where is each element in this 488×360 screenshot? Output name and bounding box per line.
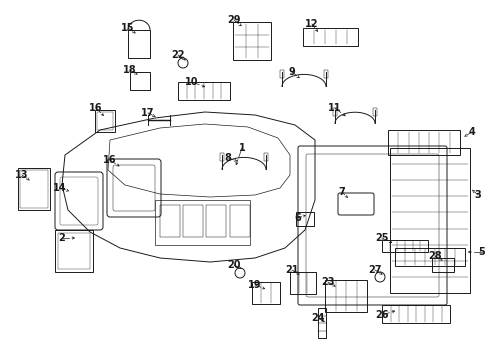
Bar bbox=[229, 205, 249, 237]
Text: 27: 27 bbox=[367, 265, 381, 275]
Text: 24: 24 bbox=[311, 313, 324, 323]
Text: 26: 26 bbox=[374, 310, 388, 320]
Bar bbox=[325, 280, 366, 312]
Bar bbox=[381, 305, 449, 323]
Text: 20: 20 bbox=[227, 260, 240, 270]
Text: 14: 14 bbox=[53, 183, 67, 193]
Text: 4: 4 bbox=[468, 127, 474, 137]
Bar bbox=[251, 282, 280, 304]
Bar bbox=[220, 153, 224, 161]
Bar bbox=[58, 233, 90, 269]
Bar bbox=[160, 205, 180, 237]
Text: 9: 9 bbox=[288, 67, 295, 77]
Bar bbox=[394, 248, 464, 266]
Text: 18: 18 bbox=[123, 65, 137, 75]
Text: 3: 3 bbox=[474, 190, 480, 200]
Bar bbox=[317, 308, 325, 338]
Text: 16: 16 bbox=[89, 103, 102, 113]
Bar bbox=[280, 70, 284, 78]
Bar bbox=[295, 212, 313, 226]
Bar bbox=[128, 30, 150, 58]
Bar bbox=[55, 230, 93, 272]
Bar bbox=[95, 110, 115, 132]
Bar bbox=[381, 240, 427, 252]
Text: 15: 15 bbox=[121, 23, 135, 33]
Text: 11: 11 bbox=[327, 103, 341, 113]
Text: 12: 12 bbox=[305, 19, 318, 29]
Bar bbox=[303, 28, 357, 46]
Bar bbox=[205, 205, 225, 237]
Text: 6: 6 bbox=[294, 213, 301, 223]
Text: 16: 16 bbox=[103, 155, 117, 165]
Text: 17: 17 bbox=[141, 108, 154, 118]
Text: 29: 29 bbox=[227, 15, 240, 25]
Bar bbox=[178, 82, 229, 100]
Bar bbox=[183, 205, 203, 237]
Bar bbox=[431, 258, 453, 272]
Bar bbox=[264, 153, 267, 161]
Text: 21: 21 bbox=[285, 265, 298, 275]
Bar bbox=[232, 22, 270, 60]
Bar bbox=[389, 148, 469, 293]
Bar bbox=[155, 200, 249, 245]
Bar bbox=[289, 272, 315, 294]
Text: 25: 25 bbox=[374, 233, 388, 243]
Text: 1: 1 bbox=[238, 143, 245, 153]
Bar bbox=[20, 170, 48, 208]
Text: 23: 23 bbox=[321, 277, 334, 287]
Text: 28: 28 bbox=[427, 251, 441, 261]
Text: 7: 7 bbox=[338, 187, 345, 197]
Text: 2: 2 bbox=[59, 233, 65, 243]
Text: 8: 8 bbox=[224, 153, 231, 163]
Bar bbox=[324, 70, 327, 78]
Bar bbox=[18, 168, 50, 210]
Text: 13: 13 bbox=[15, 170, 29, 180]
Text: 5: 5 bbox=[478, 247, 485, 257]
Text: 22: 22 bbox=[171, 50, 184, 60]
Bar bbox=[97, 112, 113, 130]
Text: 19: 19 bbox=[248, 280, 261, 290]
Bar bbox=[387, 130, 459, 155]
Bar bbox=[130, 72, 150, 90]
Text: 10: 10 bbox=[185, 77, 198, 87]
Bar bbox=[332, 108, 336, 116]
Bar bbox=[372, 108, 376, 116]
